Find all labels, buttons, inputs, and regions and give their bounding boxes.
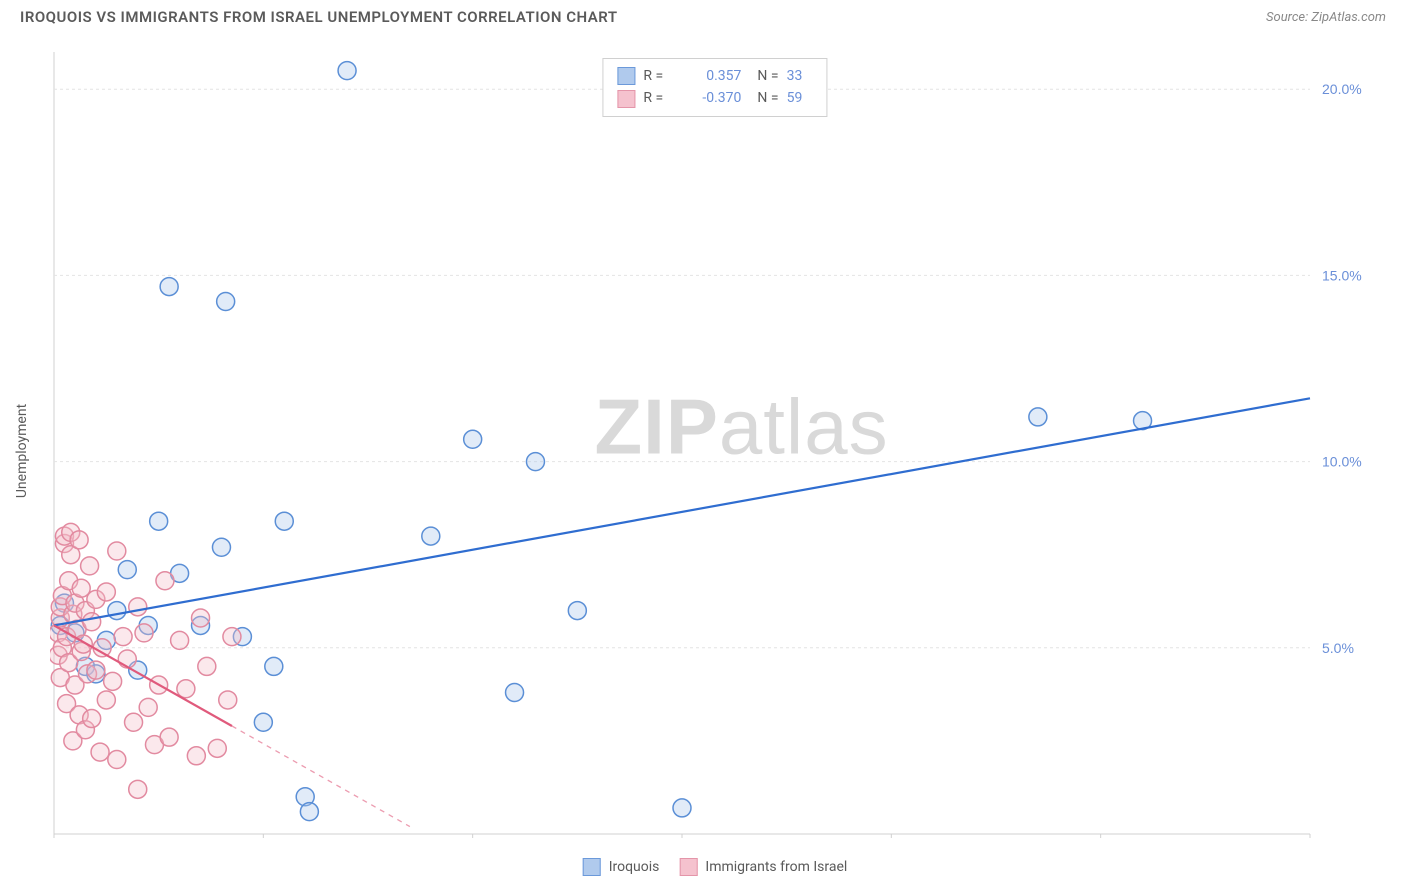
n-label: N =: [757, 65, 778, 87]
chart-title: IROQUOIS VS IMMIGRANTS FROM ISRAEL UNEMP…: [20, 8, 618, 26]
legend-item-israel: Immigrants from Israel: [679, 858, 847, 876]
legend-swatch-icon: [679, 858, 697, 876]
source-attribution: Source: ZipAtlas.com: [1266, 10, 1386, 25]
svg-text:15.0%: 15.0%: [1322, 267, 1362, 283]
n-value: 33: [787, 65, 813, 87]
correlation-legend: R = 0.357 N = 33 R = -0.370 N = 59: [602, 58, 827, 117]
legend-item-label: Iroquois: [609, 859, 660, 875]
r-label: R =: [643, 65, 671, 87]
series-legend: Iroquois Immigrants from Israel: [583, 858, 848, 876]
chart-container: Unemployment ZIPatlas 5.0%10.0%15.0%20.0…: [50, 48, 1380, 838]
legend-swatch-icon: [617, 67, 635, 85]
watermark-suffix: atlas: [719, 383, 889, 471]
r-value: 0.357: [679, 65, 741, 87]
legend-item-label: Immigrants from Israel: [705, 859, 847, 875]
legend-row-iroquois: R = 0.357 N = 33: [617, 65, 812, 87]
legend-row-israel: R = -0.370 N = 59: [617, 87, 812, 109]
legend-swatch-icon: [617, 90, 635, 108]
svg-text:20.0%: 20.0%: [1322, 81, 1362, 97]
watermark-prefix: ZIP: [595, 383, 719, 471]
svg-text:10.0%: 10.0%: [1322, 454, 1362, 470]
watermark: ZIPatlas: [595, 382, 889, 473]
y-axis-label: Unemployment: [14, 404, 30, 498]
legend-item-iroquois: Iroquois: [583, 858, 660, 876]
r-value: -0.370: [679, 87, 741, 109]
n-label: N =: [757, 87, 778, 109]
chart-header: IROQUOIS VS IMMIGRANTS FROM ISRAEL UNEMP…: [0, 0, 1406, 30]
legend-swatch-icon: [583, 858, 601, 876]
svg-text:5.0%: 5.0%: [1322, 640, 1354, 656]
r-label: R =: [643, 87, 671, 109]
n-value: 59: [787, 87, 813, 109]
